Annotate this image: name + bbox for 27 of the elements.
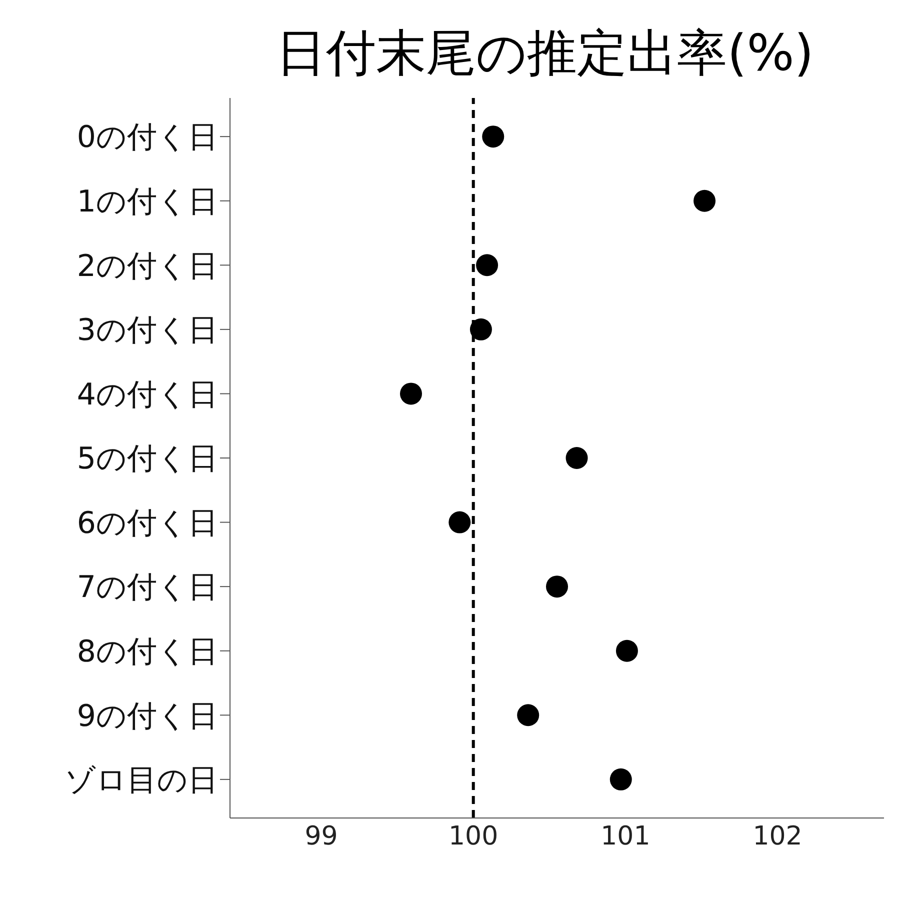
point: [482, 126, 504, 148]
y-tick-label: 8の付く日: [76, 634, 218, 670]
y-tick-label: 6の付く日: [76, 506, 218, 541]
point: [448, 511, 471, 534]
y-tick-label: 2の付く日: [76, 248, 218, 284]
point: [694, 190, 716, 212]
y-tick-label: 3の付く日: [76, 313, 218, 348]
x-tick-label: 102: [752, 821, 802, 852]
point: [476, 254, 498, 276]
chart-title: 日付末尾の推定出率(%): [275, 23, 815, 84]
point: [470, 318, 492, 340]
x-tick-label: 101: [600, 821, 650, 852]
point: [610, 768, 632, 790]
y-tick-label: 4の付く日: [76, 377, 218, 412]
point: [566, 447, 588, 469]
point: [517, 704, 540, 726]
y-tick-label: 7の付く日: [76, 570, 218, 606]
y-tick-label: 5の付く日: [76, 442, 218, 477]
y-tick-label: ゾロ目の日: [65, 763, 218, 798]
x-tick-label: 99: [304, 821, 338, 852]
point: [400, 382, 422, 405]
y-tick-label: 0の付く日: [76, 120, 218, 156]
point: [616, 640, 638, 662]
y-tick-label: 1の付く日: [76, 184, 218, 220]
y-tick-label: 9の付く日: [76, 698, 218, 734]
x-tick-label: 100: [448, 821, 498, 852]
point: [546, 576, 568, 598]
